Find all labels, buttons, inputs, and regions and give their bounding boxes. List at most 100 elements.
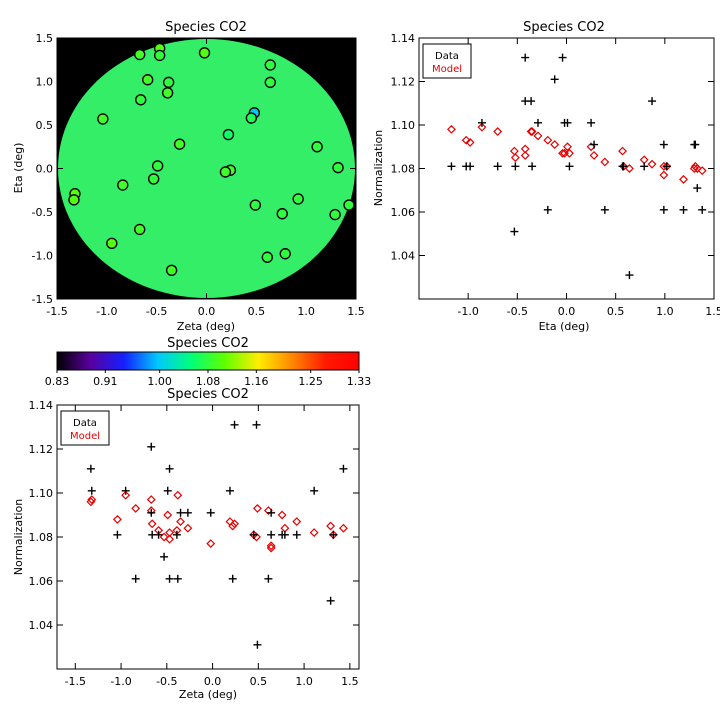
map-y-tick-label: -0.5 [32, 206, 53, 219]
eta-x-tick-label: 1.0 [656, 305, 674, 318]
map-point [292, 193, 304, 205]
zeta-x-tick-label: -0.5 [156, 675, 177, 688]
zeta-data-point [264, 574, 273, 583]
zeta-data-point [267, 508, 276, 517]
zeta-plot-data-series [86, 420, 348, 649]
map-panel: Species CO2 -1.5 -1.0 -0.5 0.0 0.5 1.0 1.5 -1.… [12, 20, 365, 333]
map-point [141, 74, 154, 86]
eta-model-point [689, 164, 699, 173]
eta-model-point [679, 174, 688, 184]
zeta-plot-frame [56, 404, 360, 670]
zeta-data-point [165, 574, 174, 583]
map-point [279, 248, 291, 260]
map-point [153, 49, 166, 62]
eta-data-point [659, 205, 668, 214]
map-point [134, 223, 146, 236]
zeta-plot-y-axis: 1.04 1.06 1.08 1.10 1.12 1.14 [29, 399, 359, 632]
map-point [68, 194, 80, 206]
eta-model-point [659, 170, 669, 180]
zeta-model-point [121, 490, 131, 500]
map-point [219, 166, 232, 178]
map-point [264, 59, 276, 71]
zeta-model-point [173, 490, 183, 500]
map-y-tick-label: 0.0 [36, 163, 54, 176]
zeta-model-point [292, 517, 302, 527]
eta-model-point [447, 124, 456, 134]
zeta-data-point [253, 640, 262, 649]
zeta-data-point [113, 530, 122, 539]
eta-model-point [520, 144, 530, 154]
zeta-data-point [154, 530, 163, 539]
zeta-x-tick-label: 0.5 [250, 675, 268, 688]
zeta-y-tick-label: 1.06 [29, 575, 54, 588]
map-point [249, 199, 262, 211]
eta-data-point [521, 97, 530, 106]
zeta-model-point [163, 510, 173, 520]
zeta-model-point [252, 503, 262, 513]
zeta-model-point [159, 532, 169, 542]
zeta-data-point [225, 486, 234, 495]
eta-data-point [640, 162, 649, 171]
zeta-model-point [183, 523, 193, 533]
zeta-data-point [86, 464, 95, 473]
map-x-axis: -1.5 -1.0 -0.5 0.0 0.5 1.0 1.5 [46, 38, 365, 318]
eta-data-point [550, 75, 559, 84]
map-x-tick-label: -1.5 [46, 305, 67, 318]
map-point [264, 76, 276, 89]
zeta-data-point [329, 530, 338, 539]
map-y-tick-label: 1.5 [36, 32, 54, 45]
zeta-data-point [160, 552, 169, 561]
zeta-model-point [146, 495, 156, 505]
eta-data-point [543, 205, 552, 214]
map-point [134, 48, 146, 61]
map-y-label: Eta (deg) [12, 143, 25, 194]
eta-model-point [618, 146, 627, 156]
eta-data-point [462, 162, 471, 171]
eta-data-point [625, 271, 634, 280]
eta-model-point [647, 159, 657, 169]
eta-data-point [600, 205, 609, 214]
map-point [97, 113, 109, 125]
map-point [222, 128, 235, 141]
eta-data-point [493, 162, 502, 171]
eta-data-point [693, 184, 702, 193]
zeta-x-tick-label: 1.5 [341, 675, 359, 688]
zeta-data-point [87, 486, 96, 495]
zeta-data-point [206, 508, 215, 517]
eta-model-point [510, 153, 520, 163]
eta-data-point [560, 118, 569, 127]
zeta-model-point [206, 539, 216, 549]
eta-y-tick-label: 1.14 [391, 32, 416, 45]
zeta-legend-data: Data [73, 418, 97, 429]
colorbar-tick-label: 1.00 [147, 375, 172, 388]
eta-model-point [520, 151, 530, 160]
zeta-plot-x-axis: -1.5 -1.0 -0.5 0.0 0.5 1.0 1.5 [65, 405, 359, 688]
eta-model-point [600, 157, 610, 167]
zeta-x-tick-label: -1.0 [110, 675, 131, 688]
eta-data-point [511, 162, 520, 171]
map-point [261, 251, 273, 263]
map-point [161, 87, 174, 99]
eta-data-point [690, 140, 699, 149]
eta-plot-panel: Species CO2 -1.0 -0.5 0.0 0.5 1.0 1.5 1.041.0… [372, 20, 720, 333]
eta-data-point [477, 118, 486, 127]
map-point [106, 237, 118, 250]
eta-legend-box [422, 43, 472, 79]
eta-model-point [477, 122, 487, 132]
zeta-plot-x-label: Zeta (deg) [179, 688, 237, 701]
colorbar-tick-label: 0.83 [45, 375, 70, 388]
map-x-tick-label: 1.0 [297, 305, 315, 318]
zeta-model-point [230, 519, 239, 529]
zeta-model-point [87, 495, 97, 505]
eta-plot-x-axis: -1.0 -0.5 0.0 0.5 1.0 1.5 [457, 38, 720, 318]
eta-data-point [659, 140, 668, 149]
eta-data-point [558, 53, 567, 62]
zeta-model-point [228, 521, 238, 531]
zeta-y-tick-label: 1.14 [29, 399, 54, 412]
map-y-tick-label: -1.5 [32, 293, 53, 306]
eta-model-point [493, 127, 503, 136]
map-point [117, 179, 129, 191]
zeta-model-point [112, 514, 122, 524]
zeta-data-point [249, 530, 258, 539]
map-point [245, 112, 258, 124]
